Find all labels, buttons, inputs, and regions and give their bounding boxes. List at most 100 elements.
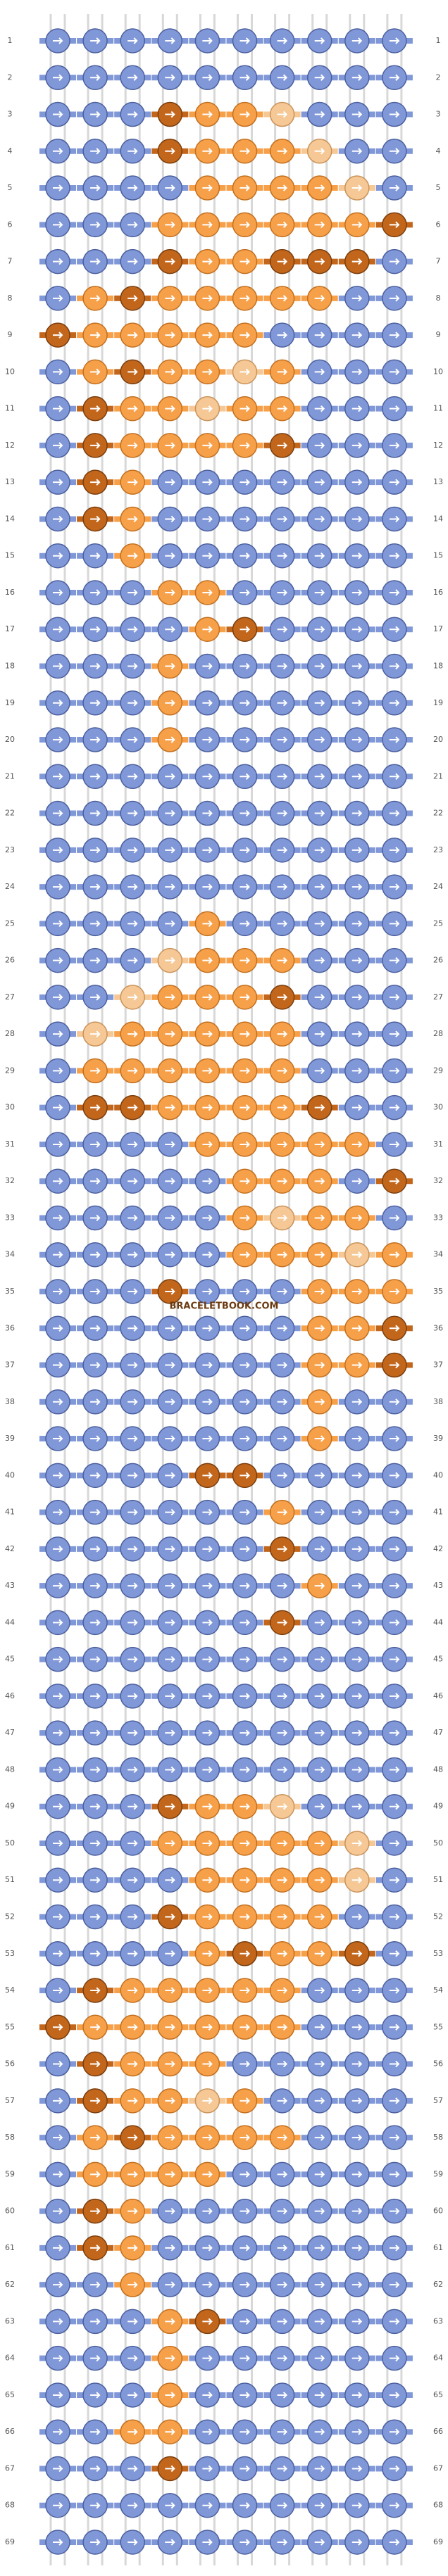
- row-label: 61: [433, 2243, 443, 2252]
- knot-arrow: [314, 2281, 325, 2288]
- row-label: 52: [433, 1912, 443, 1921]
- row-label: 10: [433, 367, 443, 376]
- row-label: 65: [433, 2390, 443, 2399]
- knot-arrow: [53, 332, 63, 339]
- row-label: 30: [433, 1103, 443, 1112]
- knot-arrow: [389, 1325, 400, 1332]
- knot-arrow: [351, 1950, 363, 1957]
- knot-arrow: [165, 184, 175, 191]
- row-label: 28: [433, 1029, 443, 1038]
- row-label: 12: [5, 441, 15, 450]
- knot-arrow: [314, 221, 325, 229]
- knot-arrow: [389, 1508, 400, 1516]
- knot-arrow: [90, 1913, 101, 1921]
- knot-arrow: [202, 2281, 213, 2288]
- knot-arrow: [202, 589, 213, 596]
- knot-arrow: [202, 994, 213, 1001]
- knot-arrow: [351, 1546, 363, 1553]
- knot-arrow: [53, 1876, 63, 1883]
- knot-arrow: [90, 37, 101, 44]
- knot-arrow: [202, 1472, 213, 1479]
- knot-arrow: [53, 2097, 63, 2104]
- knot-arrow: [90, 773, 101, 780]
- knot-arrow: [53, 809, 63, 817]
- knot-arrow: [53, 1472, 63, 1479]
- knot-arrow: [351, 1803, 363, 1810]
- knot-arrow: [90, 1619, 101, 1627]
- knot-arrow: [202, 479, 213, 486]
- row-label: 9: [436, 330, 441, 339]
- knot-arrow: [351, 1288, 363, 1295]
- knot-arrow: [239, 552, 250, 560]
- row-label: 32: [433, 1176, 443, 1185]
- knot-arrow: [53, 2207, 63, 2215]
- knot-arrow: [165, 1987, 175, 1994]
- row-label: 42: [433, 1544, 443, 1553]
- knot-arrow: [389, 2465, 400, 2473]
- knot-arrow: [239, 1435, 250, 1442]
- knot-arrow: [314, 626, 325, 633]
- knot-arrow: [202, 809, 213, 817]
- knot-arrow: [90, 368, 101, 376]
- knot-arrow: [389, 515, 400, 523]
- row-label: 66: [433, 2427, 443, 2436]
- knot-arrow: [202, 2428, 213, 2435]
- knot-arrow: [314, 1803, 325, 1810]
- knot-arrow: [165, 847, 175, 854]
- knot-arrow: [314, 1214, 325, 1222]
- knot-arrow: [351, 626, 363, 633]
- knot-arrow: [351, 111, 363, 118]
- knot-arrow: [127, 2097, 138, 2104]
- knot-arrow: [314, 1840, 325, 1847]
- knot-arrow: [202, 847, 213, 854]
- knot-arrow: [53, 368, 63, 376]
- knot-arrow: [202, 662, 213, 670]
- row-label: 15: [433, 551, 443, 560]
- knot-arrow: [351, 773, 363, 780]
- knot-arrow: [127, 1508, 138, 1516]
- knot-arrow: [165, 295, 175, 302]
- knot-arrow: [314, 2023, 325, 2031]
- knot-arrow: [277, 1508, 288, 1516]
- knot-arrow: [314, 883, 325, 890]
- knot-arrow: [202, 2171, 213, 2178]
- row-label: 10: [5, 367, 15, 376]
- row-label: 52: [5, 1912, 15, 1921]
- knot-arrow: [389, 295, 400, 302]
- knot-arrow: [127, 1913, 138, 1921]
- knot-arrow: [202, 2207, 213, 2215]
- knot-arrow: [239, 700, 250, 707]
- row-label: 59: [5, 2169, 15, 2178]
- knot-arrow: [351, 2392, 363, 2399]
- knot-arrow: [90, 883, 101, 890]
- row-label: 24: [433, 882, 443, 891]
- row-label: 63: [433, 2316, 443, 2325]
- knot-arrow: [351, 405, 363, 412]
- knot-arrow: [53, 1399, 63, 1406]
- knot-arrow: [165, 1913, 175, 1921]
- knot-arrow: [165, 1435, 175, 1442]
- row-label: 25: [5, 918, 15, 928]
- knot-arrow: [165, 1472, 175, 1479]
- knot-arrow: [90, 920, 101, 928]
- knot-arrow: [351, 1399, 363, 1406]
- knot-arrow: [351, 2539, 363, 2546]
- knot-arrow: [239, 883, 250, 890]
- knot-arrow: [351, 1067, 363, 1075]
- knot-arrow: [127, 2428, 138, 2435]
- knot-arrow: [127, 662, 138, 670]
- knot-arrow: [351, 2318, 363, 2325]
- knot-arrow: [202, 1508, 213, 1516]
- row-label: 57: [5, 2096, 15, 2105]
- knot-arrow: [277, 221, 288, 229]
- knot-arrow: [389, 2318, 400, 2325]
- knot-arrow: [127, 74, 138, 81]
- knot-arrow: [165, 258, 175, 265]
- knot-arrow: [53, 2244, 63, 2252]
- knot-arrow: [53, 773, 63, 780]
- knot-arrow: [389, 332, 400, 339]
- knot-arrow: [202, 1251, 213, 1258]
- knot-arrow: [351, 956, 363, 964]
- knot-arrow: [202, 2023, 213, 2031]
